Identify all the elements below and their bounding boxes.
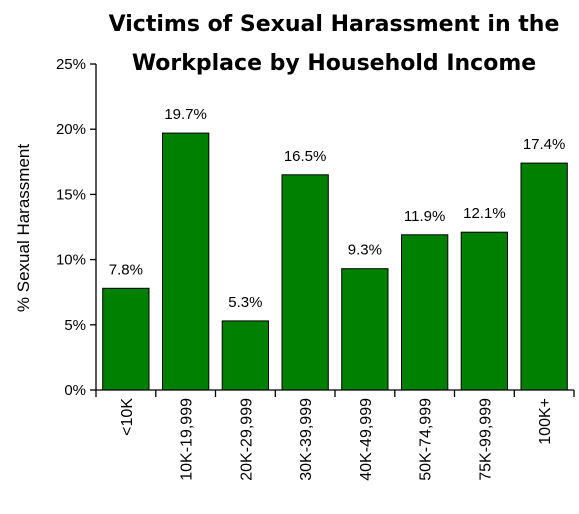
bar-8 [520,162,568,391]
y-tick-label-1: 5% [64,317,86,334]
chart-title-line-2: Workplace by Household Income [132,51,536,76]
x-tick-label-6: 50K-74,999 [418,398,435,481]
bar-1 [102,287,150,391]
y-tick-label-5: 25% [56,56,86,73]
y-tick-label-3: 15% [56,186,86,203]
plot-area: 7.8% 19.7% 5.3% 16.5% 9.3% 11.9% 12.1% 17.4% 0% 5… [56,56,575,481]
y-axis-title: % Sexual Harassment [14,144,33,312]
data-label-7: 12.1% [463,205,506,222]
bar-3 [221,320,269,391]
y-tick-label-0: 0% [64,382,86,399]
x-tick-label-7: 75K-99,999 [477,398,494,481]
x-tick-label-8: 100K+ [537,398,554,445]
data-label-3: 5.3% [228,294,262,311]
x-tick-label-4: 30K-39,999 [298,398,315,481]
data-label-6: 11.9% [404,208,445,225]
data-label-5: 9.3% [348,242,382,259]
x-tick-label-2: 10K-19,999 [179,398,196,481]
x-tick-label-5: 40K-49,999 [358,398,375,481]
data-label-8: 17.4% [523,136,566,153]
bar-2 [162,132,210,391]
data-label-1: 7.8% [109,261,143,278]
y-tick-label-4: 20% [56,121,86,138]
data-label-2: 19.7% [164,106,207,123]
bar-6 [401,234,449,391]
y-tick-label-2: 10% [56,252,86,269]
bar-7 [460,231,509,391]
chart-title-line-1: Victims of Sexual Harassment in the [109,12,560,37]
data-label-4: 16.5% [284,148,327,165]
x-tick-label-3: 20K-29,999 [238,398,255,481]
x-tick-label-1: <10K [119,398,136,436]
bar-4 [281,174,329,391]
bar-5 [341,268,389,391]
